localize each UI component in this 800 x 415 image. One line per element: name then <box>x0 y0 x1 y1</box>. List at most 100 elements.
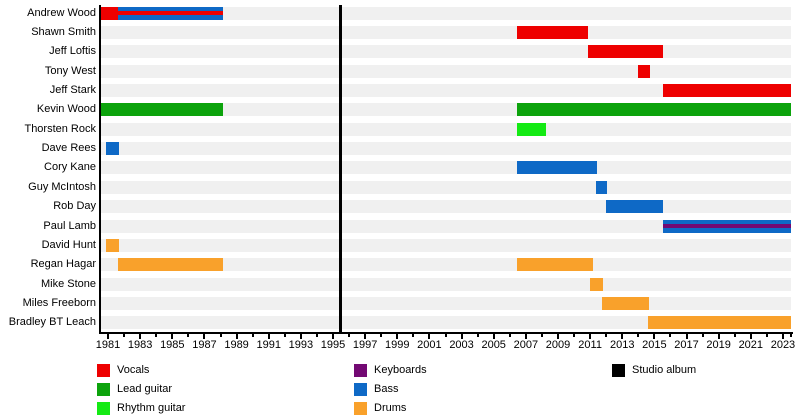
row-band <box>100 297 791 311</box>
member-row-label: Tony West <box>44 64 96 77</box>
year-tick-label: 2001 <box>417 339 442 351</box>
year-tick-minor <box>701 334 704 337</box>
timeline-bar-segment <box>517 161 597 175</box>
year-tick-label: 2013 <box>610 339 635 351</box>
timeline-bar-segment <box>595 180 607 194</box>
year-tick <box>781 334 784 339</box>
year-tick-label: 2011 <box>578 339 602 351</box>
year-tick-label: 2015 <box>642 339 667 351</box>
member-row-label: Dave Rees <box>41 142 96 155</box>
row-band <box>100 238 791 252</box>
member-row-label: Guy McIntosh <box>28 180 96 193</box>
year-tick <box>556 334 559 339</box>
member-row-label: David Hunt <box>41 238 96 251</box>
member-row-label: Thorsten Rock <box>24 122 96 135</box>
legend-item: Bass <box>354 383 554 396</box>
year-tick <box>428 334 431 339</box>
year-tick-label: 1997 <box>352 339 378 351</box>
legend-swatch <box>354 364 367 377</box>
bar-secondary-role-stripe <box>118 11 223 15</box>
year-tick <box>717 334 720 339</box>
year-tick <box>749 334 752 339</box>
legend-item: Keyboards <box>354 364 554 377</box>
year-tick-label: 1993 <box>288 339 314 351</box>
member-row-label: Jeff Loftis <box>49 45 96 58</box>
legend-label: Drums <box>374 402 407 414</box>
timeline-bar-segment <box>606 200 664 214</box>
album-line <box>338 5 342 333</box>
timeline-bar-segment <box>587 45 664 59</box>
timeline-bar-segment <box>118 258 223 272</box>
year-tick <box>460 334 463 339</box>
legend-item: Vocals <box>97 364 297 377</box>
legend-swatch <box>612 364 625 377</box>
member-row-label: Regan Hagar <box>30 258 96 271</box>
timeline-bar-segment <box>106 142 120 156</box>
year-tick-minor <box>540 334 543 337</box>
year-tick <box>299 334 302 339</box>
year-tick-minor <box>605 334 608 337</box>
legend-item: Rhythm guitar <box>97 402 297 415</box>
year-tick-label: 1981 <box>95 339 121 351</box>
legend-swatch <box>97 364 110 377</box>
year-tick-minor <box>444 334 447 337</box>
row-band <box>100 219 791 233</box>
year-tick-minor <box>476 334 479 337</box>
year-tick-label: 2007 <box>513 339 539 351</box>
legend-label: Rhythm guitar <box>117 402 186 414</box>
member-row-label: Jeff Stark <box>49 83 96 96</box>
timeline-bar-segment <box>517 122 546 136</box>
year-tick-minor <box>573 334 576 337</box>
timeline-bar-segment <box>647 316 791 330</box>
timeline-bar-segment <box>517 258 593 272</box>
year-tick-minor <box>669 334 672 337</box>
row-band <box>100 258 791 272</box>
timeline-bar-segment <box>590 277 603 291</box>
row-band <box>100 200 791 214</box>
legend-item: Lead guitar <box>97 383 297 396</box>
year-tick-minor <box>315 334 318 337</box>
year-tick <box>653 334 656 339</box>
row-band <box>100 161 791 175</box>
timeline-bar-segment <box>100 6 119 20</box>
year-tick-label: 1989 <box>224 339 249 351</box>
legend-label: Bass <box>374 383 399 395</box>
year-tick-label: 1991 <box>256 339 281 351</box>
y-axis-line <box>99 5 101 333</box>
row-band <box>100 180 791 194</box>
year-tick <box>139 334 142 339</box>
timeline-bar-segment <box>637 64 650 78</box>
year-tick <box>524 334 527 339</box>
timeline-bar-segment <box>663 83 791 97</box>
year-tick-label: 1983 <box>127 339 153 351</box>
legend-label: Vocals <box>117 364 150 376</box>
member-row-label: Mike Stone <box>40 277 96 290</box>
year-tick-minor <box>733 334 736 337</box>
year-tick <box>492 334 495 339</box>
member-row-label: Miles Freeborn <box>22 297 96 310</box>
year-tick-label: 1985 <box>160 339 185 351</box>
row-band <box>100 122 791 136</box>
member-row-label: Cory Kane <box>44 161 96 174</box>
year-tick-label: 1987 <box>192 339 217 351</box>
year-tick-minor <box>187 334 190 337</box>
member-row-label: Kevin Wood <box>36 103 96 116</box>
year-tick-minor <box>765 334 768 337</box>
legend-swatch <box>97 383 110 396</box>
year-tick-label: 2009 <box>545 339 571 351</box>
year-tick-minor <box>380 334 383 337</box>
legend-swatch <box>97 402 110 415</box>
member-row-label: Bradley BT Leach <box>8 316 96 329</box>
year-tick-label: 2005 <box>481 339 506 351</box>
legend-swatch <box>354 402 367 415</box>
year-tick <box>203 334 206 339</box>
year-tick-label: 2019 <box>706 339 731 351</box>
year-tick-label: 2021 <box>738 339 764 351</box>
year-tick-label: 2003 <box>449 339 474 351</box>
legend-label: Lead guitar <box>117 383 173 395</box>
timeline-bar-segment <box>663 219 791 233</box>
row-band <box>100 25 791 39</box>
legend-item: Drums <box>354 402 554 415</box>
year-tick <box>396 334 399 339</box>
legend-swatch <box>354 383 367 396</box>
